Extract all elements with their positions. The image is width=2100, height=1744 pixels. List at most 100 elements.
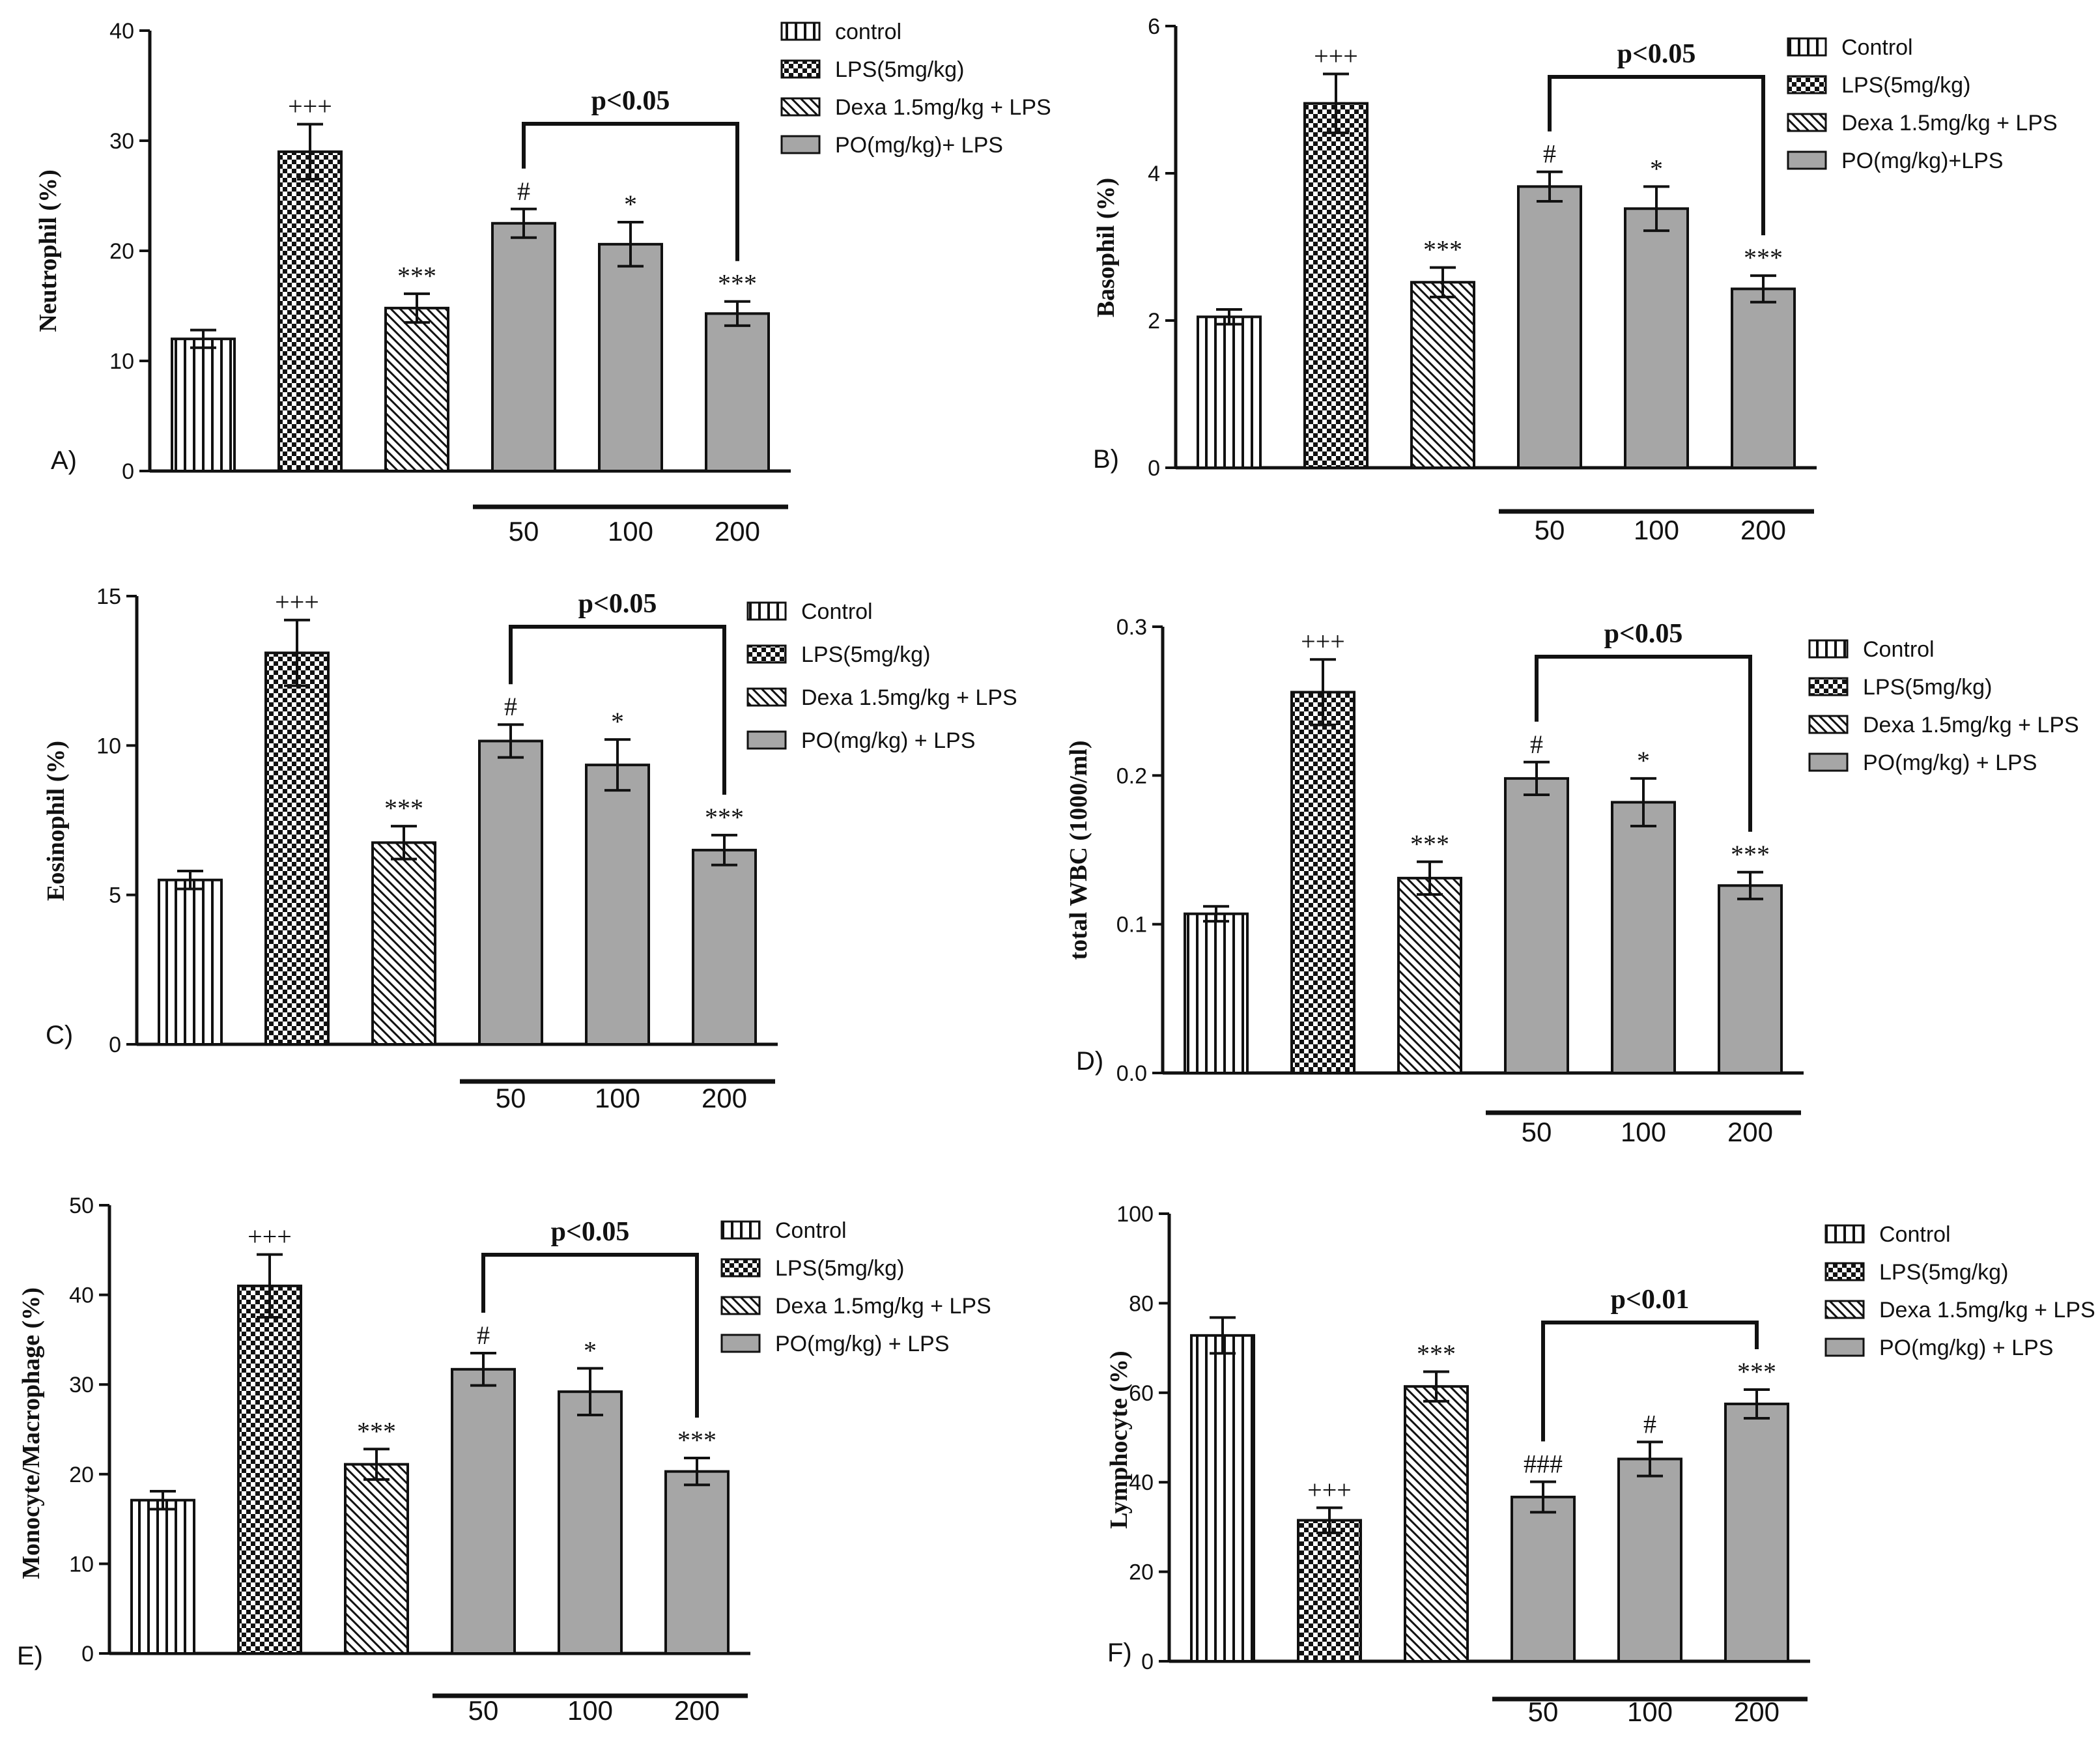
significance-marker: ***	[397, 261, 436, 291]
significance-marker: ***	[357, 1416, 396, 1446]
legend-swatch	[746, 730, 787, 750]
legend-entry: Dexa 1.5mg/kg + LPS	[775, 1294, 991, 1319]
legend-swatch	[1824, 1224, 1865, 1244]
y-tick-label: 5	[109, 883, 121, 908]
y-tick-label: 40	[69, 1283, 94, 1308]
legend-entry: PO(mg/kg) + LPS	[775, 1332, 949, 1356]
p-value-label: p<0.05	[1604, 619, 1683, 649]
bar-mark	[598, 242, 663, 472]
bar-mark	[158, 878, 223, 1046]
bar-mark	[1718, 884, 1783, 1075]
significance-marker: +++	[248, 1222, 292, 1251]
p-value-bracket	[1548, 75, 1765, 236]
legend-entry: PO(mg/kg) + LPS	[1863, 750, 2037, 775]
p-value-bracket	[522, 122, 739, 261]
bar-mark	[264, 651, 330, 1046]
legend-swatch	[1787, 37, 1827, 57]
y-tick-label: 20	[109, 239, 134, 264]
legend-swatch	[746, 644, 787, 664]
p-value-label: p<0.01	[1611, 1285, 1690, 1315]
bar-mark	[384, 306, 449, 472]
significance-marker: *	[1637, 746, 1650, 775]
bar-mark	[371, 841, 436, 1046]
bar-mark	[1611, 801, 1676, 1075]
significance-marker: +++	[275, 588, 319, 617]
dose-label: 50	[468, 1695, 499, 1726]
y-tick-label: 20	[1129, 1560, 1154, 1585]
legend-swatch	[1808, 677, 1849, 696]
significance-marker: *	[624, 190, 637, 219]
dose-label: 200	[674, 1695, 720, 1726]
dose-label: 200	[715, 516, 760, 547]
bar-mark	[1504, 777, 1569, 1075]
dose-label: 100	[567, 1695, 613, 1726]
p-value-label: p<0.05	[591, 86, 670, 116]
legend-entry: Dexa 1.5mg/kg + LPS	[1863, 713, 2079, 737]
legend-entry: LPS(5mg/kg)	[1841, 73, 1970, 98]
legend-swatch	[1808, 715, 1849, 734]
y-tick-label: 40	[1129, 1470, 1154, 1495]
y-tick-label: 60	[1129, 1381, 1154, 1406]
dose-label: 200	[1727, 1117, 1773, 1147]
significance-marker: *	[1650, 154, 1663, 183]
legend-swatch	[780, 21, 821, 41]
y-axis-title: Eosinophil (%)	[42, 741, 70, 901]
y-axis-title: Neutrophil (%)	[35, 169, 62, 332]
significance-marker: ###	[1524, 1450, 1563, 1479]
legend-entry: PO(mg/kg) + LPS	[801, 728, 975, 753]
bar-mark	[1410, 281, 1475, 469]
significance-marker: +++	[1301, 627, 1345, 656]
y-tick-label: 80	[1129, 1291, 1154, 1316]
dose-label: 100	[1634, 515, 1679, 545]
y-tick-label: 0.2	[1116, 764, 1147, 788]
y-tick-label: 10	[69, 1552, 94, 1577]
significance-marker: ***	[718, 269, 757, 298]
dose-label: 50	[1535, 515, 1565, 545]
dose-label: 100	[1621, 1117, 1666, 1147]
significance-marker: *	[584, 1336, 597, 1365]
y-tick-label: 40	[109, 19, 134, 44]
legend-entry: LPS(5mg/kg)	[835, 57, 964, 82]
legend-entry: Control	[1879, 1222, 1951, 1247]
significance-marker: #	[1530, 730, 1543, 759]
significance-marker: ***	[1744, 243, 1783, 272]
bar-mark	[692, 848, 757, 1046]
significance-marker: #	[504, 692, 517, 721]
p-value-bracket	[1535, 655, 1752, 832]
y-tick-label: 30	[109, 129, 134, 154]
y-axis-title: Basophil (%)	[1092, 178, 1120, 317]
bar-mark	[558, 1390, 623, 1655]
dose-label: 200	[702, 1083, 747, 1113]
legend-entry: LPS(5mg/kg)	[775, 1256, 904, 1281]
dose-label: 100	[1627, 1696, 1673, 1727]
significance-marker: ***	[677, 1425, 717, 1455]
bar-mark	[1290, 691, 1355, 1074]
y-tick-label: 100	[1116, 1202, 1154, 1227]
bar-mark	[664, 1470, 730, 1655]
legend-swatch	[720, 1258, 761, 1278]
significance-marker: *	[611, 707, 624, 736]
legend-swatch	[746, 601, 787, 621]
legend-entry: LPS(5mg/kg)	[1863, 675, 1992, 700]
bar-mark	[277, 150, 343, 472]
legend-entry: Dexa 1.5mg/kg + LPS	[1841, 111, 2058, 136]
dose-label: 100	[608, 516, 653, 547]
p-value-bracket	[481, 1253, 699, 1418]
legend-swatch	[720, 1296, 761, 1315]
y-tick-label: 0	[109, 1033, 121, 1057]
legend-swatch	[1824, 1337, 1865, 1357]
legend-entry: Control	[1863, 637, 1935, 662]
bar-mark	[1190, 1334, 1255, 1663]
dose-label: 50	[1528, 1696, 1559, 1727]
bar-mark	[451, 1367, 516, 1655]
panel-label: A)	[51, 446, 77, 475]
p-value-bracket	[1541, 1321, 1759, 1442]
bar-mark	[171, 337, 236, 473]
y-tick-label: 4	[1148, 162, 1160, 186]
dose-label: 50	[1522, 1117, 1552, 1147]
